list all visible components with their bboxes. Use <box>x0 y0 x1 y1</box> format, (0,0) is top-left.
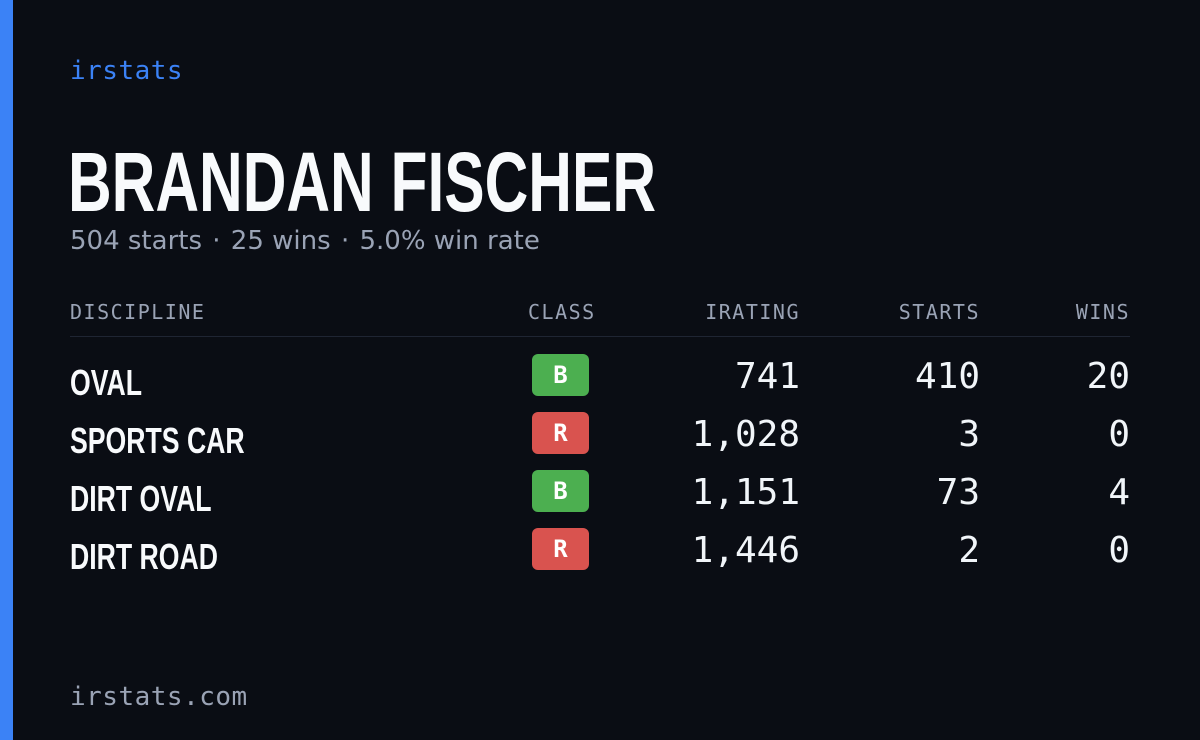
table-row: DIRT OVAL B 1,151 73 4 <box>70 470 1130 528</box>
header-irating: IRATING <box>705 300 800 324</box>
starts-value: 410 <box>914 356 980 397</box>
total-starts: 504 starts <box>70 226 202 256</box>
discipline-name: SPORTS CAR <box>70 420 245 461</box>
table-row: SPORTS CAR R 1,028 3 0 <box>70 412 1130 470</box>
brand-logo[interactable]: irstats <box>70 56 184 86</box>
discipline-name: DIRT ROAD <box>70 536 218 577</box>
wins-value: 0 <box>1108 530 1130 571</box>
irating-value: 1,446 <box>691 530 800 571</box>
win-rate: 5.0% win rate <box>359 226 540 256</box>
class-badge: R <box>532 528 589 570</box>
stats-table-header: DISCIPLINE CLASS IRATING STARTS WINS <box>70 300 1130 337</box>
header-class: CLASS <box>528 300 596 324</box>
discipline-name: DIRT OVAL <box>70 478 212 519</box>
class-badge: B <box>532 354 589 396</box>
starts-value: 73 <box>936 472 980 513</box>
starts-value: 3 <box>958 414 980 455</box>
irating-value: 741 <box>734 356 800 397</box>
total-wins: 25 wins <box>230 226 331 256</box>
starts-value: 2 <box>958 530 980 571</box>
header-wins: WINS <box>1075 300 1130 324</box>
table-row: OVAL B 741 410 20 <box>70 354 1130 412</box>
wins-value: 0 <box>1108 414 1130 455</box>
class-badge: B <box>532 470 589 512</box>
accent-bar <box>0 0 13 740</box>
separator: · <box>212 226 221 256</box>
separator: · <box>340 226 350 256</box>
irating-value: 1,151 <box>691 472 800 513</box>
driver-name: BRANDAN FISCHER <box>68 135 657 229</box>
wins-value: 4 <box>1108 472 1130 513</box>
irating-value: 1,028 <box>691 414 800 455</box>
footer-site-link[interactable]: irstats.com <box>70 682 248 712</box>
class-badge: R <box>532 412 589 454</box>
header-starts: STARTS <box>898 300 980 324</box>
driver-summary: 504 starts · 25 wins · 5.0% win rate <box>70 226 540 256</box>
table-row: DIRT ROAD R 1,446 2 0 <box>70 528 1130 586</box>
discipline-name: OVAL <box>70 362 143 403</box>
wins-value: 20 <box>1086 356 1130 397</box>
header-discipline: DISCIPLINE <box>70 300 206 324</box>
